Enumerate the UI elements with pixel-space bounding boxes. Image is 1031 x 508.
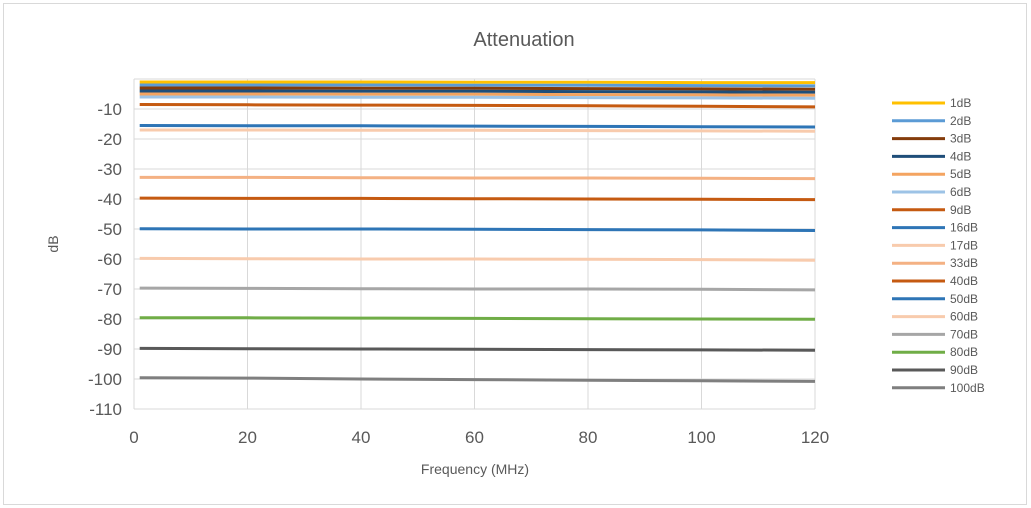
x-tick-label: 20 xyxy=(238,428,257,447)
series-line-90dB xyxy=(139,346,816,352)
x-axis-ticks: 0 20 40 60 80 100 120 xyxy=(129,428,829,447)
x-tick-label: 80 xyxy=(579,428,598,447)
series-line-4dB xyxy=(139,89,816,94)
series-line-80dB xyxy=(139,316,816,321)
series-line-2dB xyxy=(139,83,816,88)
legend-label-6dB: 6dB xyxy=(950,185,971,199)
y-tick-label: -50 xyxy=(97,220,122,239)
series-line-17dB xyxy=(139,128,816,133)
legend-label-9dB: 9dB xyxy=(950,203,971,217)
series-line-100dB xyxy=(139,376,816,383)
y-tick-label: -100 xyxy=(88,370,122,389)
legend: 1dB 2dB 3dB 4dB 5dB 6dB 9dB 16dB 17dB 33dB 40dB 50d… xyxy=(892,96,985,395)
legend-label-33dB: 33dB xyxy=(950,256,978,270)
series-line-1dB xyxy=(139,80,815,85)
x-tick-label: 60 xyxy=(465,428,484,447)
legend-label-4dB: 4dB xyxy=(950,149,971,163)
legend-label-2dB: 2dB xyxy=(950,114,971,128)
legend-label-5dB: 5dB xyxy=(950,167,971,181)
y-tick-label: -10 xyxy=(97,100,122,119)
y-axis-title: dB xyxy=(45,235,61,252)
series-line-60dB xyxy=(139,256,816,262)
x-tick-label: 100 xyxy=(687,428,715,447)
series-line-5dB xyxy=(139,92,816,97)
y-tick-label: -90 xyxy=(97,340,122,359)
y-tick-label: -60 xyxy=(97,250,122,269)
chart-title: Attenuation xyxy=(473,29,574,51)
series-line-6dB xyxy=(139,95,816,100)
legend-label-80dB: 80dB xyxy=(950,345,978,359)
y-tick-label: -110 xyxy=(89,400,122,419)
y-tick-label: -40 xyxy=(97,190,122,209)
legend-label-70dB: 70dB xyxy=(950,327,978,341)
series-line-70dB xyxy=(139,286,816,292)
legend-label-90dB: 90dB xyxy=(950,363,978,377)
y-tick-label: -80 xyxy=(97,310,122,329)
legend-label-40dB: 40dB xyxy=(950,274,978,288)
y-tick-label: -20 xyxy=(97,130,122,149)
x-tick-label: 120 xyxy=(801,428,829,447)
series-lines xyxy=(139,80,816,383)
x-tick-label: 40 xyxy=(352,428,371,447)
series-line-16dB xyxy=(139,124,816,129)
legend-label-60dB: 60dB xyxy=(950,310,978,324)
series-line-9dB xyxy=(139,103,816,109)
x-axis-title: Frequency (MHz) xyxy=(421,461,529,477)
legend-label-1dB: 1dB xyxy=(950,96,971,110)
series-line-3dB xyxy=(139,86,816,91)
y-tick-label: -70 xyxy=(97,280,122,299)
legend-label-16dB: 16dB xyxy=(950,221,978,235)
series-line-40dB xyxy=(139,196,816,202)
series-line-33dB xyxy=(139,175,816,181)
series-line-50dB xyxy=(139,227,816,232)
legend-label-17dB: 17dB xyxy=(950,238,978,252)
y-tick-label: -30 xyxy=(97,160,122,179)
legend-label-50dB: 50dB xyxy=(950,292,978,306)
legend-label-100dB: 100dB xyxy=(950,381,985,395)
x-tick-label: 0 xyxy=(129,428,138,447)
y-axis-ticks: -10 -20 -30 -40 -50 -60 -70 -80 -90 -100 -110 xyxy=(88,100,122,419)
legend-label-3dB: 3dB xyxy=(950,132,971,146)
